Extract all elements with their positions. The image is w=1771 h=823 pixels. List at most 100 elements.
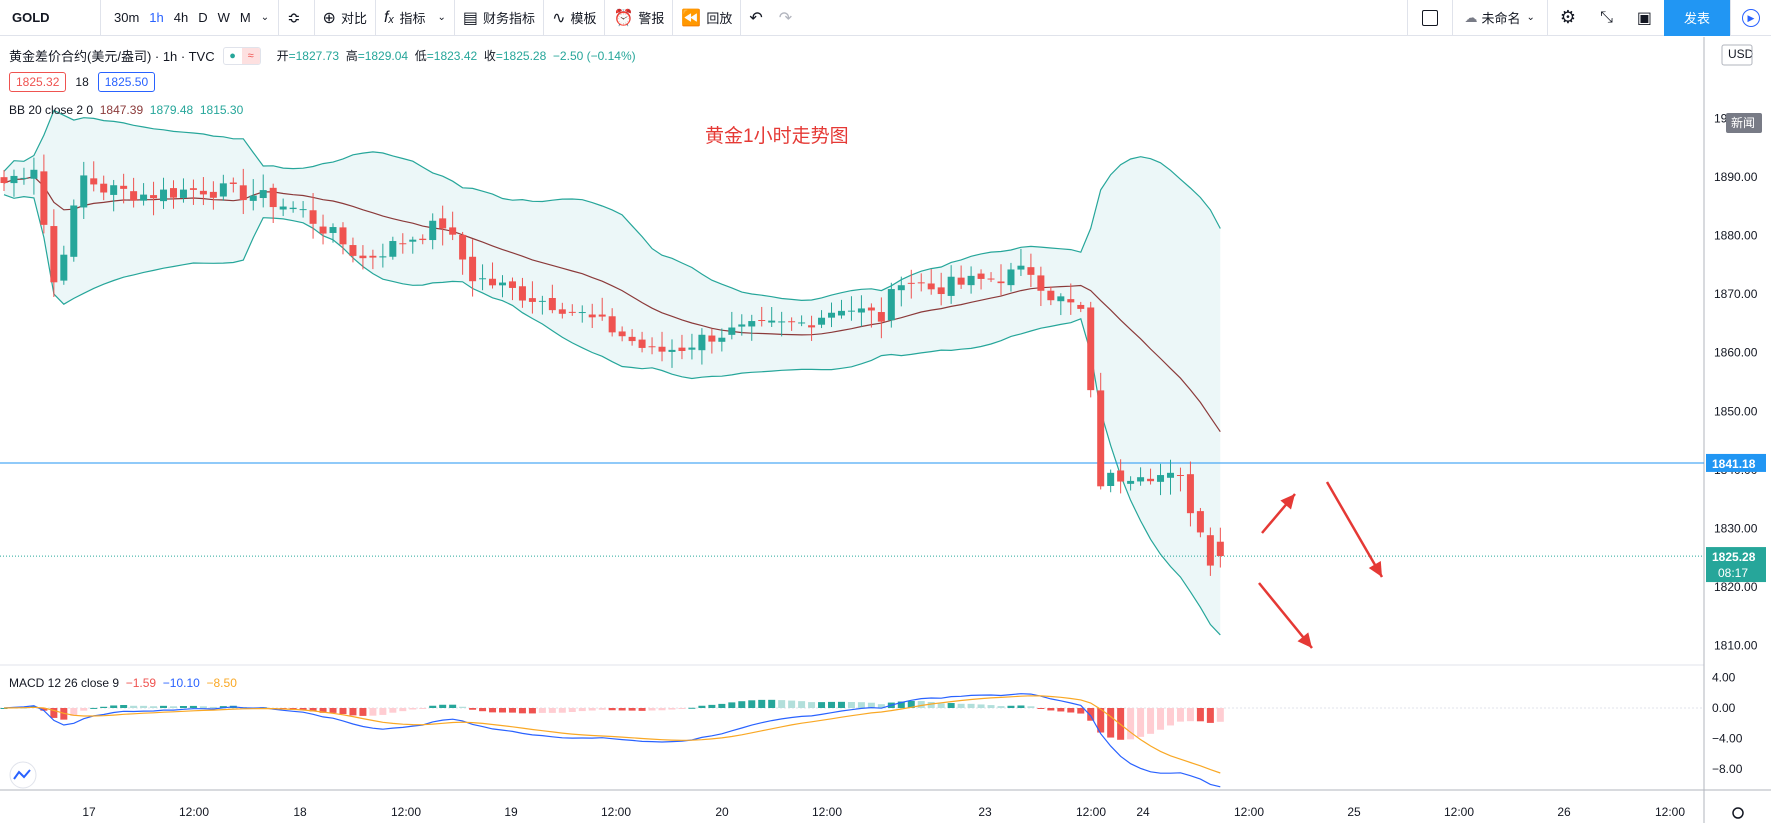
chart-style-button[interactable]: ≎ xyxy=(279,0,313,36)
arrow-annotation xyxy=(1258,582,1313,649)
macd-hist-bar xyxy=(160,705,168,708)
candle xyxy=(169,180,177,209)
interval-m[interactable]: M xyxy=(239,10,251,25)
interval-1h[interactable]: 1h xyxy=(149,10,164,25)
macd-hist-bar xyxy=(479,708,487,712)
ask-price[interactable]: 1825.50 xyxy=(97,72,156,92)
candle xyxy=(937,272,945,306)
macd-hist-bar xyxy=(189,705,197,708)
macd-hist-bar xyxy=(578,708,586,712)
macd-hist-bar xyxy=(648,708,656,711)
redo-button[interactable]: ↷ xyxy=(771,0,800,36)
alert-button[interactable]: ⏰ 警报 xyxy=(605,0,672,36)
settings-button[interactable]: ⚙ xyxy=(1548,0,1588,36)
candle-body xyxy=(169,188,177,198)
candle-body xyxy=(30,169,38,179)
fullscreen-button[interactable]: ⤡ xyxy=(1588,0,1625,36)
symbol-name[interactable]: 黄金差价合约(美元/盎司) · 1h · TVC xyxy=(9,49,215,64)
play-icon: ▶ xyxy=(1742,8,1760,27)
macd-hist-bar xyxy=(867,702,875,708)
candle-body xyxy=(957,277,965,285)
replay-button[interactable]: ⏪ 回放 xyxy=(673,0,740,36)
macd-hist-bar xyxy=(1087,708,1095,721)
macd-hist-bar xyxy=(608,708,616,711)
templates-button[interactable]: ∿ 模板 xyxy=(544,0,604,36)
bid-price[interactable]: 1825.32 xyxy=(9,72,67,92)
open-value: =1827.73 xyxy=(288,49,340,63)
interval-w[interactable]: W xyxy=(217,10,230,25)
candle-body xyxy=(150,195,158,199)
high-value: =1829.04 xyxy=(357,49,409,63)
macd-hist-bar xyxy=(618,708,626,711)
candle xyxy=(638,331,646,353)
interval-4h[interactable]: 4h xyxy=(173,10,189,25)
legend-toggle[interactable]: ● ≈ xyxy=(222,46,261,65)
macd-hist-bar xyxy=(778,700,786,708)
bb-legend[interactable]: BB 20 close 2 0 1847.39 1879.48 1815.30 xyxy=(9,103,243,117)
play-button[interactable]: ▶ xyxy=(1730,0,1771,36)
candle xyxy=(140,183,148,206)
macd-hist-bar xyxy=(329,708,337,713)
candle xyxy=(648,337,656,355)
bb-lower: 1815.30 xyxy=(199,103,244,117)
snapshot-button[interactable]: ▣ xyxy=(1625,0,1664,36)
candle-body xyxy=(1117,470,1125,482)
macd-hist-bar xyxy=(90,707,98,709)
macd-hist-bar xyxy=(598,708,606,710)
symbol-search[interactable]: GOLD xyxy=(12,10,50,25)
macd-legend[interactable]: MACD 12 26 close 9 −1.59 −10.10 −8.50 xyxy=(9,676,237,690)
candle-body xyxy=(847,310,855,312)
arrow-shaft xyxy=(1258,582,1313,649)
candle xyxy=(189,179,197,205)
candle-body xyxy=(528,298,536,302)
candle-body xyxy=(120,185,128,189)
financials-button[interactable]: ▤ 财务指标 xyxy=(455,0,543,36)
macd-signal-value: −8.50 xyxy=(206,676,237,690)
layout-name-button[interactable]: ☁ 未命名 ⌄ xyxy=(1453,0,1547,36)
divider xyxy=(1406,0,1408,36)
candle-body xyxy=(887,289,895,321)
time-tick: 12:00 xyxy=(391,805,421,819)
candle-body xyxy=(857,308,865,313)
candle xyxy=(1166,459,1174,495)
candle xyxy=(120,173,128,204)
candle xyxy=(578,305,586,323)
candle-body xyxy=(1007,269,1015,286)
candle xyxy=(698,328,706,365)
time-tick: 23 xyxy=(978,805,992,819)
fullscreen-layout-button[interactable] xyxy=(1408,0,1452,36)
candle xyxy=(957,265,965,289)
macd-hist-bar xyxy=(1176,708,1184,722)
macd-hist-bar xyxy=(60,708,68,720)
price-tick: 1890.00 xyxy=(1714,170,1758,184)
candle-body xyxy=(778,321,786,323)
candle xyxy=(80,161,88,219)
candle-body xyxy=(1057,296,1065,302)
candle xyxy=(70,199,78,262)
interval-30m[interactable]: 30m xyxy=(114,10,140,25)
macd-hist-bar xyxy=(808,702,816,708)
indicators-button[interactable]: fₓ 指标 ⌄ xyxy=(376,0,454,36)
candle-body xyxy=(728,327,736,335)
chevron-down-icon: ⌄ xyxy=(437,12,446,23)
candle xyxy=(299,201,307,218)
undo-button[interactable]: ↶ xyxy=(741,0,770,36)
macd-hist-bar xyxy=(1037,708,1045,709)
candle xyxy=(289,201,297,213)
interval-d[interactable]: D xyxy=(198,10,208,25)
candle-body xyxy=(40,171,48,225)
candle xyxy=(568,304,576,316)
candle xyxy=(688,333,696,360)
chevron-down-icon[interactable]: ⌄ xyxy=(260,12,270,23)
candle-body xyxy=(110,185,118,195)
publish-button[interactable]: 发表 xyxy=(1664,0,1730,36)
compare-button[interactable]: ⊕ 对比 xyxy=(315,0,375,36)
alert-label: 警报 xyxy=(638,11,665,26)
macd-hist-bar xyxy=(469,708,477,710)
candle-body xyxy=(309,210,317,224)
macd-hist-bar xyxy=(209,706,217,708)
macd-hist-bar xyxy=(738,701,746,708)
candle-body xyxy=(768,320,776,323)
candle xyxy=(219,174,227,201)
